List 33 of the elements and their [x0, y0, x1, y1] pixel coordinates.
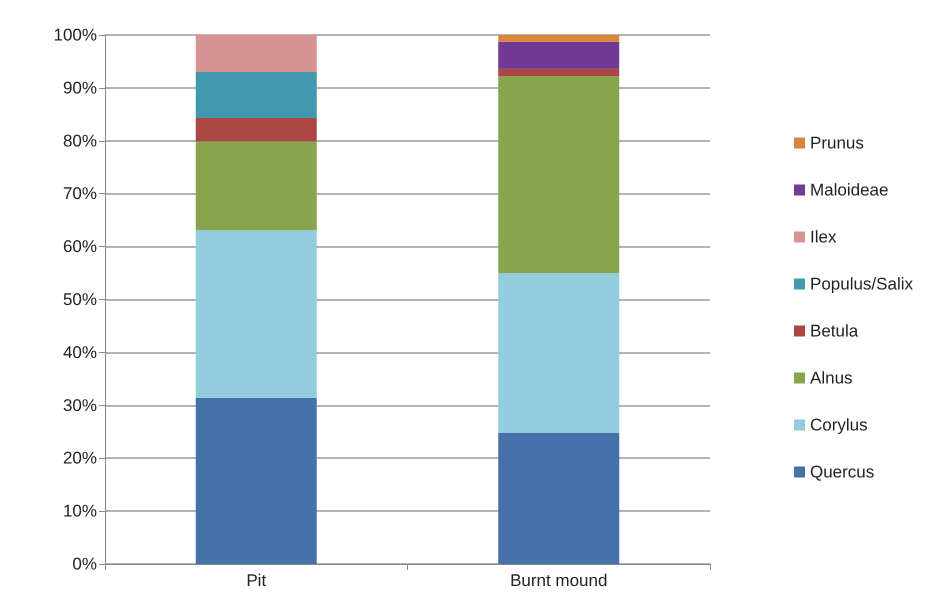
- x-tick-label: Burnt mound: [510, 571, 608, 590]
- legend-label: Populus/Salix: [810, 274, 914, 294]
- y-tick-label: 0%: [72, 554, 97, 574]
- legend-label: Prunus: [810, 134, 864, 152]
- y-tick-label: 80%: [62, 131, 97, 150]
- bar: [196, 35, 317, 72]
- legend-label: Quercus: [810, 462, 874, 482]
- y-tick-label: 10%: [62, 502, 97, 521]
- legend-label: Betula: [810, 322, 859, 340]
- y-tick-label: 20%: [62, 448, 97, 468]
- x-tick-label: Pit: [246, 571, 266, 590]
- bar: [498, 432, 620, 564]
- legend-label: Ilex: [810, 228, 837, 246]
- bar: [196, 141, 317, 230]
- y-tick-label: 100%: [54, 26, 97, 44]
- bar: [498, 42, 620, 69]
- legend-label: Corylus: [810, 416, 868, 434]
- y-tick-label: 30%: [62, 396, 97, 415]
- y-tick-label: 90%: [62, 78, 97, 98]
- y-tick-label: 60%: [62, 237, 97, 256]
- bar: [498, 76, 620, 274]
- bar: [196, 398, 317, 564]
- bar: [498, 35, 620, 42]
- y-tick-label: 40%: [62, 342, 97, 362]
- legend-label: Maloideae: [810, 180, 888, 200]
- bar: [196, 72, 317, 118]
- bar: [196, 118, 317, 142]
- bar: [498, 273, 620, 433]
- y-tick-label: 50%: [62, 290, 97, 309]
- y-tick-label: 70%: [62, 184, 97, 204]
- bar: [498, 68, 620, 76]
- bar: [196, 230, 317, 398]
- legend-label: Alnus: [810, 368, 853, 388]
